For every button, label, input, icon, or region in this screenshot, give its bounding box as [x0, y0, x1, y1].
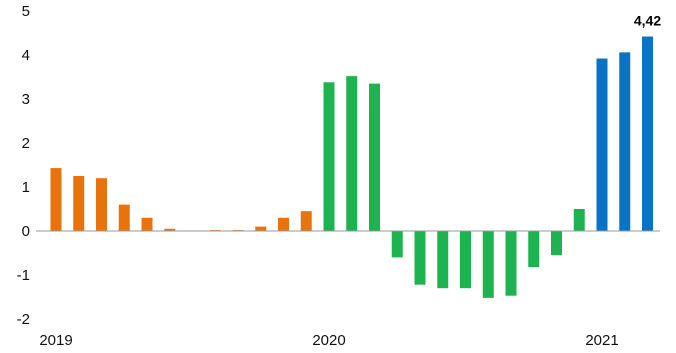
y-tick-label: 2: [22, 135, 30, 152]
bar: [528, 231, 540, 268]
bar: [323, 82, 335, 231]
x-axis-label: 2021: [585, 332, 618, 349]
bar: [482, 231, 494, 298]
bar: [73, 176, 85, 231]
bar: [118, 204, 130, 231]
y-tick-label: 1: [22, 179, 30, 196]
bar: [50, 168, 62, 231]
bar: [642, 36, 653, 231]
bar: [619, 52, 631, 231]
data-label: 4,42: [634, 13, 661, 29]
x-axis-label: 2019: [39, 332, 72, 349]
bar: [505, 231, 517, 296]
bar: [300, 211, 312, 231]
bar: [460, 231, 471, 289]
bar: [96, 178, 107, 231]
bar: [551, 231, 562, 256]
y-tick-label: 3: [22, 91, 30, 108]
bar: [369, 83, 380, 231]
y-tick-label: 0: [22, 223, 30, 240]
bar: [573, 209, 585, 231]
bar: [255, 226, 267, 231]
bar: [346, 76, 358, 232]
data-labels: 4,42: [634, 13, 661, 29]
y-tick-label: 5: [22, 3, 30, 20]
bar: [164, 228, 176, 231]
x-axis-labels: 2019 2020 2021: [39, 332, 618, 349]
bar: [437, 231, 449, 289]
y-tick-label: 4: [22, 47, 30, 64]
bar: [414, 231, 426, 285]
bar: [391, 231, 403, 258]
y-tick-label: -1: [17, 267, 30, 284]
x-axis-label: 2020: [312, 332, 345, 349]
bar: [278, 217, 289, 231]
y-tick-label: -2: [17, 311, 30, 328]
bars: [50, 36, 653, 298]
bar: [141, 217, 153, 231]
bar: [596, 58, 608, 231]
y-axis-ticks: -2 -1 0 1 2 3 4 5: [17, 3, 30, 328]
